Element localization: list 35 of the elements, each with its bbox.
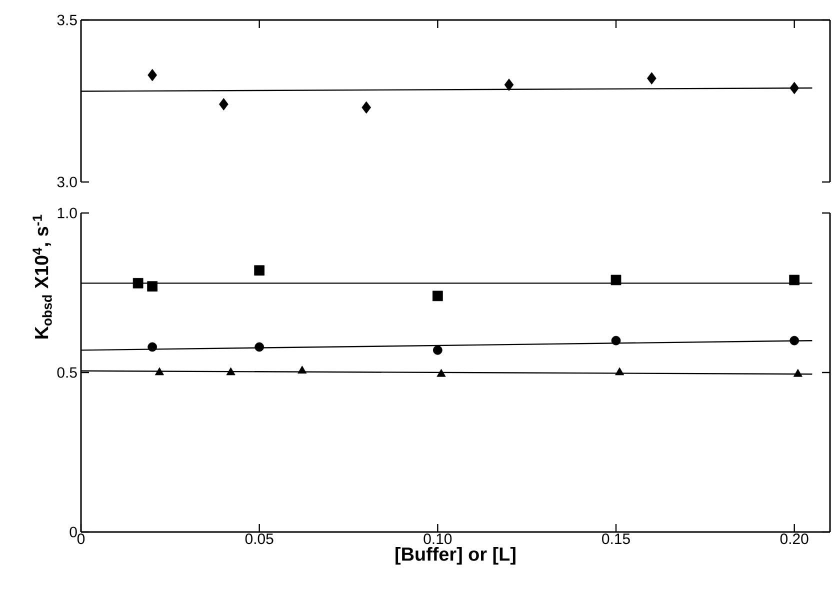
point <box>226 367 236 376</box>
point <box>218 98 228 110</box>
y-tick-label: 0.5 <box>57 367 77 378</box>
point <box>154 367 164 376</box>
point <box>148 342 158 352</box>
x-tick-label: 0 <box>77 534 85 544</box>
point <box>254 342 264 352</box>
x-tick-label: 0.20 <box>780 534 808 544</box>
point <box>148 68 158 82</box>
point <box>132 278 144 288</box>
point <box>611 336 621 346</box>
point <box>504 78 514 91</box>
point <box>789 274 800 286</box>
point <box>793 368 802 377</box>
y-tick-label: 0 <box>70 526 77 538</box>
point <box>432 290 443 302</box>
point <box>610 274 622 286</box>
point <box>362 101 372 114</box>
y-axis-title: K$_{obsd}$ X10$^{4}$, s$^{-1}$ <box>32 214 52 339</box>
point <box>790 336 800 346</box>
y-tick-label: 1.0 <box>58 208 77 218</box>
x-tick-label: 0.10 <box>424 534 452 544</box>
x-tick-label: 0.15 <box>602 534 630 544</box>
point <box>646 72 656 84</box>
y-tick-label: 3.5 <box>57 14 77 26</box>
point <box>432 345 442 355</box>
point <box>254 265 265 276</box>
point <box>790 82 800 94</box>
point <box>298 366 307 374</box>
point <box>147 281 158 292</box>
y-tick-label: 3.0 <box>57 176 77 188</box>
point <box>436 368 446 377</box>
x-tick-label: 0.05 <box>245 534 274 544</box>
x-axis-title: [Buffer] or [L] <box>396 546 516 565</box>
point <box>615 367 624 376</box>
